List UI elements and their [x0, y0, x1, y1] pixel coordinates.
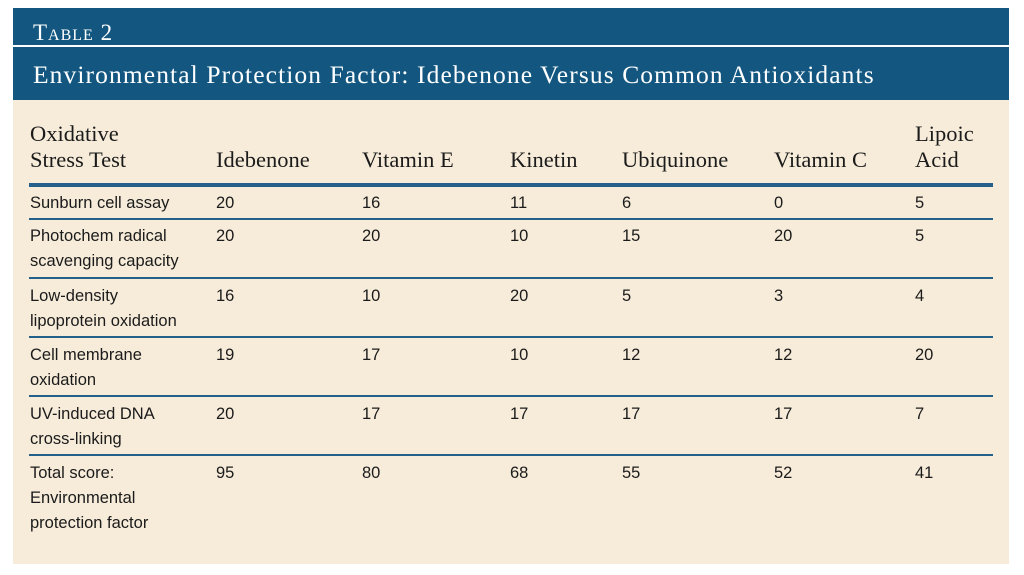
- table-cell: 95: [216, 464, 235, 482]
- column-header-idebenone: Idebenone: [216, 147, 310, 172]
- row-test-label: Sunburn cell assay: [30, 194, 170, 212]
- table-cell: 17: [774, 405, 793, 423]
- row-divider: [29, 395, 993, 397]
- row-test-label: Low-density lipoprotein oxidation: [30, 287, 177, 330]
- table-cell: 20: [216, 194, 235, 212]
- table-label: Table 2: [33, 20, 114, 45]
- table-cell: 5: [622, 287, 632, 305]
- table-cell: 19: [216, 346, 235, 364]
- table-cell: 52: [774, 464, 793, 482]
- row-test-label: Cell membrane oxidation: [30, 346, 142, 389]
- title-band: Table 2 Environmental Protection Factor:…: [13, 8, 1009, 100]
- table-cell: 12: [774, 346, 793, 364]
- table-cell: 17: [362, 346, 381, 364]
- row-test-label: UV-induced DNA cross-linking: [30, 405, 155, 448]
- row-test-label: Total score: Environmental protection fa…: [30, 464, 149, 532]
- table-cell: 7: [915, 405, 925, 423]
- column-header-test: Oxidative Stress Test: [30, 121, 127, 172]
- table-cell: 6: [622, 194, 632, 212]
- table-cell: 55: [622, 464, 641, 482]
- header-rule: [29, 183, 993, 187]
- table-cell: 20: [216, 405, 235, 423]
- table-cell: 10: [510, 227, 529, 245]
- column-header-vitamin-e: Vitamin E: [362, 147, 454, 172]
- table-cell: 12: [622, 346, 641, 364]
- row-divider: [29, 277, 993, 279]
- table-cell: 17: [362, 405, 381, 423]
- title-divider: [13, 45, 1009, 47]
- table-cell: 17: [622, 405, 641, 423]
- column-header-vitamin-c: Vitamin C: [774, 147, 868, 172]
- column-header-ubiquinone: Ubiquinone: [622, 147, 729, 172]
- table-cell: 20: [216, 227, 235, 245]
- column-header-lipoic-acid: Lipoic Acid: [915, 121, 974, 172]
- row-divider: [29, 454, 993, 456]
- row-divider: [29, 218, 993, 220]
- table-cell: 15: [622, 227, 641, 245]
- table-cell: 3: [774, 287, 784, 305]
- table-cell: 17: [510, 405, 529, 423]
- table-cell: 16: [362, 194, 381, 212]
- table-cell: 20: [774, 227, 793, 245]
- table-cell: 4: [915, 287, 925, 305]
- table-cell: 10: [510, 346, 529, 364]
- column-header-kinetin: Kinetin: [510, 147, 578, 172]
- table-cell: 11: [510, 194, 528, 212]
- table-container: Table 2 Environmental Protection Factor:…: [13, 8, 1009, 564]
- table-cell: 16: [216, 287, 235, 305]
- row-divider: [29, 336, 993, 338]
- table-cell: 5: [915, 194, 925, 212]
- table-cell: 5: [915, 227, 925, 245]
- table-cell: 20: [915, 346, 934, 364]
- table-cell: 20: [362, 227, 381, 245]
- table-cell: 0: [774, 194, 784, 212]
- table-title: Environmental Protection Factor: Idebeno…: [33, 60, 875, 89]
- row-test-label: Photochem radical scavenging capacity: [30, 227, 179, 270]
- table-cell: 41: [915, 464, 934, 482]
- table-cell: 10: [362, 287, 381, 305]
- table-cell: 80: [362, 464, 381, 482]
- table-cell: 20: [510, 287, 529, 305]
- table-cell: 68: [510, 464, 529, 482]
